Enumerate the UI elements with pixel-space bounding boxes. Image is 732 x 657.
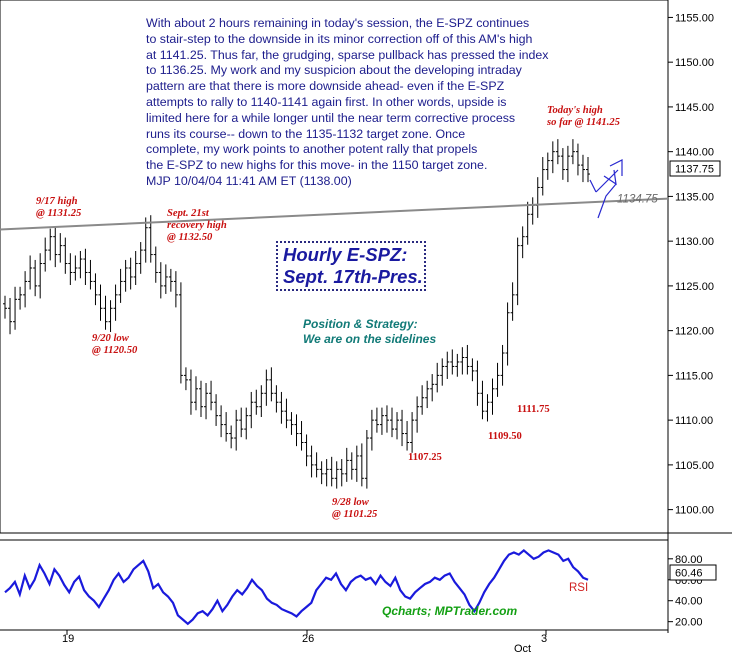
- rsi-series-label: RSI: [569, 582, 589, 594]
- annotation-line: 9/20 low: [92, 333, 129, 344]
- price-tick-label: 1120.00: [675, 326, 714, 338]
- strategy-heading: Position & Strategy:: [303, 317, 418, 331]
- commentary-line: to stair-step to the downside in its min…: [146, 31, 533, 46]
- annotation-line: so far @ 1141.25: [547, 117, 620, 128]
- annotation-sep28-low: 9/28 low @ 1101.25: [332, 497, 377, 521]
- projection-arrows: [589, 159, 623, 219]
- price-tick-label: 1100.00: [675, 505, 714, 517]
- annotation-sep17-high: 9/17 high @ 1131.25: [36, 196, 81, 220]
- commentary-line: the E-SPZ to new highs for this move- in…: [146, 158, 488, 173]
- price-tick-label: 1140.00: [675, 147, 714, 159]
- rsi-last-value: 60.46: [675, 568, 703, 580]
- rsi-line: [4, 548, 589, 626]
- annotation-line: 9/17 high: [36, 196, 78, 207]
- annotation-sep20-low: 9/20 low @ 1120.50: [92, 333, 137, 357]
- commentary-line: to 1136.25. My work and my suspicion abo…: [146, 63, 522, 78]
- month-label: Oct: [514, 643, 531, 655]
- commentary-line: limited here for a while longer until th…: [146, 110, 516, 125]
- rsi-tick-label: 20.00: [675, 617, 703, 629]
- commentary-line: complete, my work points to another pote…: [146, 142, 478, 157]
- time-tick-label: 19: [62, 633, 74, 645]
- commentary-line: at 1141.25. Thus far, the grudging, spar…: [146, 47, 549, 62]
- up-arrow-icon: [595, 159, 623, 193]
- time-tick-label: 3: [541, 633, 547, 645]
- annotation-line: recovery high: [167, 220, 227, 231]
- rsi-tick-label: 40.00: [675, 596, 703, 608]
- rsi-series: [4, 548, 589, 626]
- price-tick-label: 1155.00: [675, 12, 714, 24]
- price-tick-label: 1115.00: [675, 370, 713, 382]
- trendline-label: 1134.75: [617, 194, 658, 206]
- commentary-line: runs its course-- down to the 1135-1132 …: [146, 126, 466, 141]
- commentary-line: MJP 10/04/04 11:41 AM ET (1138.00): [146, 173, 352, 188]
- commentary-line: attempts to rally to 1140-1141 again fir…: [146, 94, 507, 109]
- annotation-todays-high: Today's high so far @ 1141.25: [547, 105, 620, 129]
- annotation-line: Sept. 21st: [167, 208, 209, 219]
- annotation-1107: 1107.25: [408, 452, 442, 463]
- last-price-value: 1137.75: [675, 164, 714, 176]
- annotation-line: 9/28 low: [332, 497, 369, 508]
- rsi-tick-label: 80.00: [675, 554, 703, 566]
- annotation-line: @ 1101.25: [332, 509, 378, 520]
- price-tick-label: 1145.00: [675, 102, 714, 114]
- annotation-1109: 1109.50: [488, 431, 522, 442]
- last-price-marker: [669, 160, 721, 177]
- price-tick-label: 1135.00: [675, 191, 714, 203]
- price-tick-label: 1130.00: [675, 236, 714, 248]
- price-tick-label: 1150.00: [675, 57, 714, 69]
- price-tick-label: 1105.00: [675, 460, 714, 472]
- chart-title-box: Hourly E-SPZ: Sept. 17th-Pres.: [276, 241, 426, 291]
- annotation-1111: 1111.75: [517, 404, 550, 415]
- price-bars: [3, 139, 590, 489]
- chart-title-line1: Hourly E-SPZ:: [283, 244, 408, 265]
- price-axis-ticks: 1155.00 1150.00 1145.00 1140.00 1135.00 1130.…: [668, 12, 714, 517]
- price-tick-label: 1125.00: [675, 281, 714, 293]
- strategy-text: We are on the sidelines: [303, 332, 437, 346]
- down-up-arrow-icon: [589, 169, 617, 219]
- annotation-sep21-high: Sept. 21st recovery high @ 1132.50: [167, 208, 227, 244]
- position-strategy: Position & Strategy: We are on the sidel…: [303, 317, 436, 347]
- chart-credit: Qcharts; MPTrader.com: [382, 604, 518, 618]
- trendline: [0, 197, 669, 231]
- annotation-line: @ 1131.25: [36, 208, 82, 219]
- chart-title-line2: Sept. 17th-Pres.: [283, 266, 423, 287]
- commentary-line: With about 2 hours remaining in today's …: [146, 16, 530, 30]
- annotation-line: Today's high: [547, 105, 603, 116]
- annotation-line: @ 1120.50: [92, 345, 138, 356]
- annotation-line: @ 1132.50: [167, 232, 213, 243]
- time-tick-label: 26: [302, 633, 314, 645]
- analyst-commentary: With about 2 hours remaining in today's …: [146, 16, 566, 190]
- rsi-last-marker: [669, 564, 717, 581]
- price-tick-label: 1110.00: [675, 415, 713, 427]
- commentary-line: pattern are that there is more downside …: [146, 79, 505, 94]
- time-axis-ticks: 19 26 3: [62, 630, 547, 645]
